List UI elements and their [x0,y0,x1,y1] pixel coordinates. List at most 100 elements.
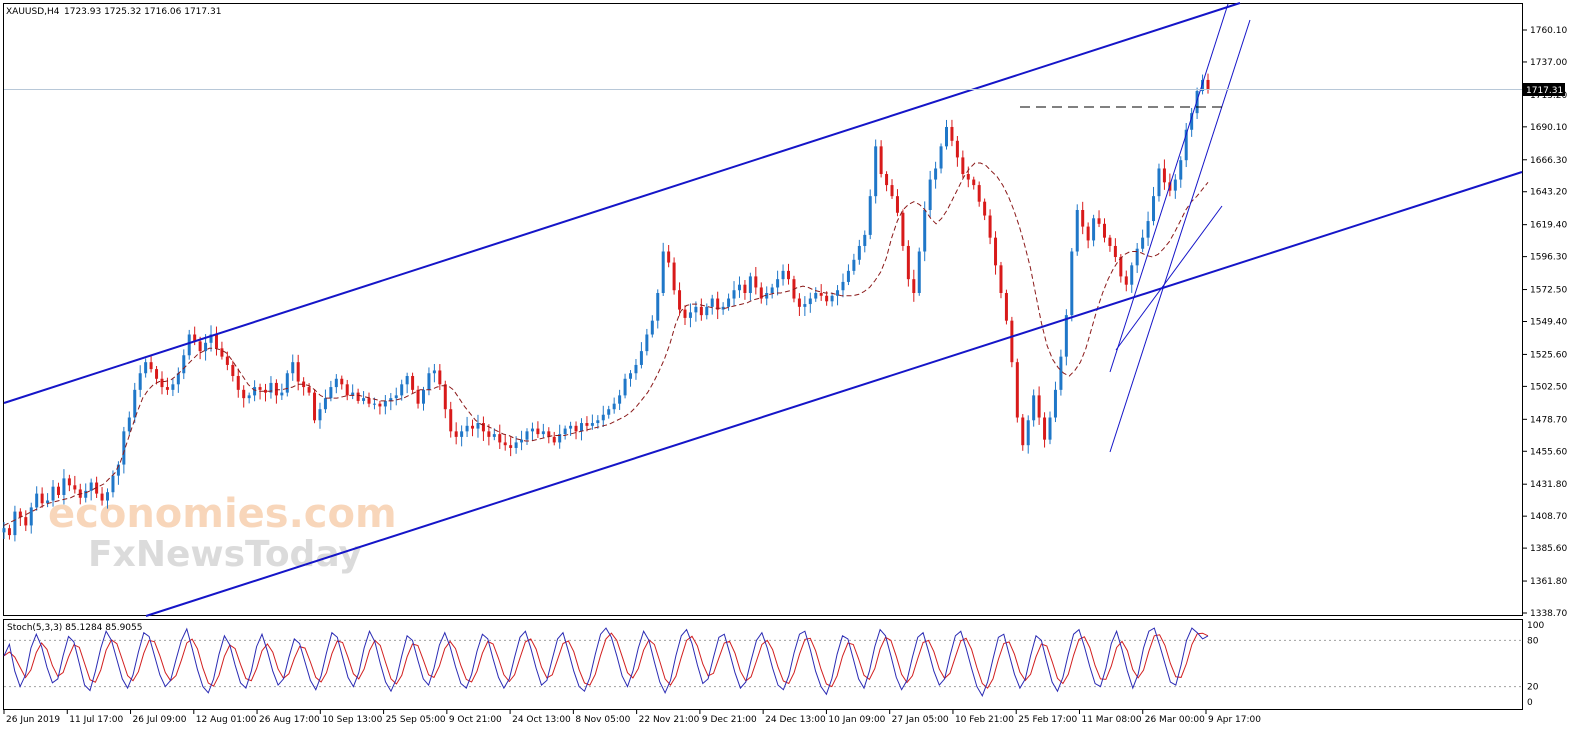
candle-body [471,425,475,429]
candle-body [841,281,845,291]
date-tick-label: 8 Nov 05:00 [575,715,630,725]
candle-body [716,298,720,310]
candles [2,73,1210,542]
candle-body [836,290,840,296]
candle-body [1043,417,1047,440]
candle-body [906,245,910,280]
price-tick-label: 1455.60 [1530,447,1567,457]
candle-body [432,370,436,374]
date-tick-label: 10 Feb 21:00 [955,715,1014,725]
candle-body [73,485,77,490]
candle-body [912,279,916,294]
candle-body [776,279,780,288]
candle-body [819,293,823,296]
candle-body [579,423,583,432]
candle-body [1173,179,1177,191]
price-tick-label: 1478.70 [1530,415,1567,425]
date-tick-label: 12 Aug 01:00 [196,715,257,725]
candle-body [269,382,273,393]
candle-body [983,201,987,216]
candle-body [362,398,366,401]
candle-body [400,384,404,396]
candle-body [323,398,327,410]
candle-body [1130,265,1134,285]
candle-body [890,185,894,197]
candle-body [525,431,529,440]
candle-body [394,395,398,399]
candle-body [443,384,447,410]
candle-body [928,179,932,210]
candle-body [111,475,115,493]
candle-body [1075,209,1079,252]
candle-body [710,298,714,307]
candle-body [1059,356,1063,390]
candle-body [814,293,818,299]
candle-body [558,434,562,443]
candle-body [1162,168,1166,183]
candle-body [345,384,349,396]
candle-body [955,140,959,158]
candle-body [411,376,415,390]
candle-body [285,373,289,393]
price-tick-label: 1572.50 [1530,286,1567,296]
watermark-fxnewstoday: FxNewsToday [88,534,362,575]
watermark: economies.com FxNewsToday [48,491,397,575]
date-tick-label: 25 Sep 05:00 [386,715,446,725]
candle-body [465,425,469,432]
candle-body [280,392,284,396]
date-tick-label: 22 Nov 21:00 [639,715,700,725]
stoch-panel-frame [3,619,1523,710]
candle-body [590,423,594,426]
candle-body [661,251,665,294]
candle-body [688,312,692,318]
candle-body [770,287,774,294]
candle-body [607,409,611,415]
candle-body [1070,251,1074,316]
candle-body [274,382,278,396]
candle-body [857,245,861,260]
candle-body [536,428,540,435]
candle-body [787,270,791,280]
candle-body [1032,395,1036,421]
wedge-inner-line [1115,205,1223,351]
price-tick-label: 1666.30 [1530,156,1567,166]
candle-body [29,507,33,526]
candle-body [541,431,545,435]
candle-body [895,196,899,213]
stoch-level-label: 0 [1527,698,1533,708]
candle-body [367,398,371,404]
candle-body [1064,315,1068,357]
candle-body [639,351,643,365]
candle-body [1092,218,1096,241]
candle-body [1119,257,1123,277]
candle-body [972,179,976,186]
date-tick-label: 9 Apr 17:00 [1208,715,1261,725]
chart-header: XAUUSD,H4 1723.93 1725.32 1716.06 1717.3… [6,7,221,17]
candle-body [1190,113,1194,130]
candle-body [988,215,992,238]
candle-body [13,511,17,536]
candle-body [313,392,317,421]
date-tick-label: 27 Jan 05:00 [892,715,949,725]
candle-body [737,284,741,291]
candle-body [454,431,458,437]
price-tick-label: 1737.00 [1530,58,1567,68]
price-tick-label: 1385.60 [1530,544,1567,554]
ma-polyline [3,162,1209,526]
candle-body [182,355,186,374]
candle-body [100,493,104,501]
candle-body [138,373,142,390]
candle-body [1004,293,1008,321]
price-tick-label: 1408.70 [1530,512,1567,522]
candle-body [520,439,524,443]
date-tick-label: 10 Sep 13:00 [322,715,382,725]
candle-body [977,185,981,202]
candle-body [1037,395,1041,418]
candle-body [187,334,191,356]
candle-body [421,389,425,404]
date-tick-label: 10 Jan 09:00 [828,715,885,725]
candle-body [623,378,627,396]
candle-body [214,334,218,349]
date-tick-label: 11 Mar 08:00 [1081,715,1141,725]
price-tick-label: 1431.80 [1530,480,1567,490]
